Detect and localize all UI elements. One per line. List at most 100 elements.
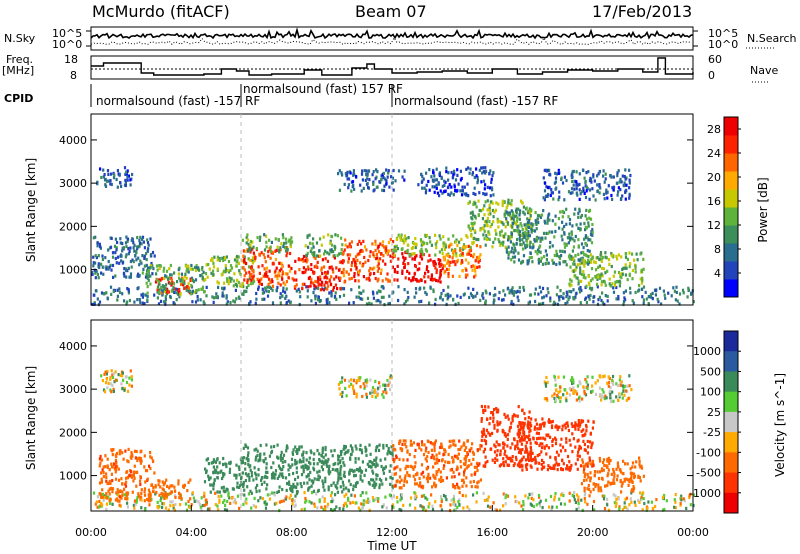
heatmap-cell [589, 432, 592, 436]
heatmap-cell [533, 229, 537, 233]
heatmap-cell [391, 484, 394, 488]
noise-right-bottom-tick: 10^0 [708, 38, 739, 51]
heatmap-cell [462, 481, 465, 485]
heatmap-cell [568, 222, 571, 226]
heatmap-cell [146, 497, 149, 502]
heatmap-cell [178, 288, 181, 292]
heatmap-cell [336, 490, 339, 494]
heatmap-cell [458, 498, 461, 502]
heatmap-cell [159, 278, 162, 282]
heatmap-cell [584, 253, 587, 257]
heatmap-cell [309, 449, 312, 453]
heatmap-cell [535, 235, 538, 239]
heatmap-cell [338, 278, 341, 282]
heatmap-cell [570, 173, 573, 177]
heatmap-cell [373, 485, 376, 489]
heatmap-cell [313, 251, 316, 255]
heatmap-cell [561, 215, 564, 219]
heatmap-cell [628, 194, 631, 198]
heatmap-cell [638, 463, 641, 467]
heatmap-cell [381, 279, 384, 283]
heatmap-cell [564, 302, 567, 306]
heatmap-cell [355, 295, 358, 299]
heatmap-cell [123, 166, 127, 170]
heatmap-cell [468, 227, 471, 231]
heatmap-cell [510, 203, 513, 207]
heatmap-cell [461, 484, 464, 488]
heatmap-cell [393, 278, 396, 282]
heatmap-cell [606, 269, 609, 273]
heatmap-cell [520, 504, 523, 508]
heatmap-cell [570, 230, 573, 234]
heatmap-cell [540, 446, 544, 450]
heatmap-cell [155, 272, 158, 276]
heatmap-cell [507, 252, 510, 257]
heatmap-cell [562, 260, 565, 264]
heatmap-cell [247, 265, 251, 269]
heatmap-cell [558, 425, 561, 429]
heatmap-cell [642, 496, 645, 501]
heatmap-cell [504, 293, 507, 297]
heatmap-cell [598, 184, 601, 188]
heatmap-cell [610, 264, 613, 269]
heatmap-cell [562, 462, 565, 466]
heatmap-cell [356, 242, 359, 246]
heatmap-cell [332, 270, 335, 274]
heatmap-cell [444, 180, 447, 184]
heatmap-cell [492, 501, 495, 505]
heatmap-cell [224, 503, 227, 507]
heatmap-cell [341, 173, 344, 177]
heatmap-cell [628, 265, 631, 269]
heatmap-cell [285, 449, 288, 453]
heatmap-cell [284, 283, 287, 287]
heatmap-cell [606, 294, 609, 298]
heatmap-cell [351, 180, 355, 184]
heatmap-cell [538, 443, 541, 448]
heatmap-cell [458, 439, 461, 443]
heatmap-cell [540, 450, 543, 454]
heatmap-cell [250, 506, 253, 510]
heatmap-cell [495, 440, 498, 444]
heatmap-cell [265, 289, 268, 293]
heatmap-cell [423, 241, 426, 245]
heatmap-cell [438, 172, 441, 176]
heatmap-cell [509, 456, 512, 460]
heatmap-cell [541, 296, 544, 300]
heatmap-cell [266, 275, 269, 279]
heatmap-cell [326, 287, 329, 291]
heatmap-cell [472, 191, 475, 196]
heatmap-cell [547, 261, 550, 265]
heatmap-cell [334, 291, 337, 295]
heatmap-cell [102, 465, 105, 469]
heatmap-cell [579, 269, 582, 273]
heatmap-cell [366, 462, 369, 466]
heatmap-cell [519, 427, 522, 431]
heatmap-cell [342, 267, 345, 272]
heatmap-cell [194, 268, 198, 273]
heatmap-cell [489, 433, 492, 437]
heatmap-cell [251, 256, 255, 260]
heatmap-cell [414, 277, 417, 282]
heatmap-cell [484, 289, 487, 293]
heatmap-cell [149, 451, 152, 455]
heatmap-cell [474, 485, 477, 489]
heatmap-cell [504, 434, 507, 438]
heatmap-cell [102, 474, 105, 479]
cpid-segment-3: normalsound (fast) -157 RF [394, 94, 559, 108]
heatmap-cell [244, 479, 247, 483]
heatmap-cell [626, 257, 629, 261]
heatmap-cell [584, 463, 587, 467]
heatmap-cell [102, 498, 105, 502]
freq-label: Freq. [6, 53, 34, 66]
heatmap-cell [600, 259, 603, 263]
heatmap-cell [490, 222, 493, 227]
heatmap-cell [542, 209, 545, 213]
heatmap-cell [459, 248, 462, 253]
heatmap-cell [493, 426, 496, 430]
heatmap-cell [458, 240, 461, 244]
heatmap-cell [292, 448, 295, 452]
heatmap-cell [585, 300, 588, 305]
heatmap-cell [415, 254, 418, 258]
heatmap-cell [256, 453, 259, 458]
heatmap-cell [464, 258, 468, 262]
